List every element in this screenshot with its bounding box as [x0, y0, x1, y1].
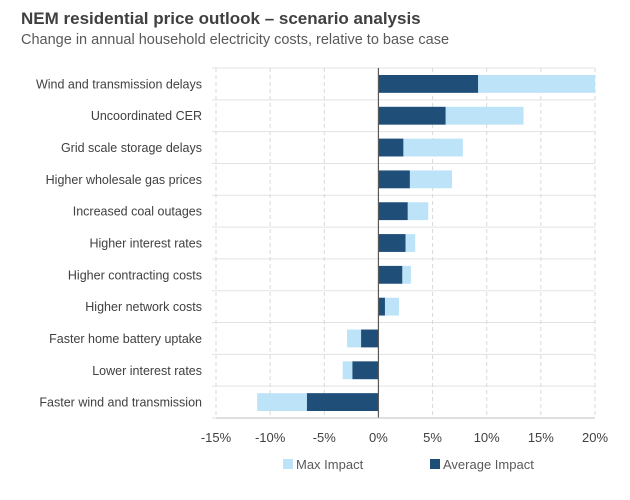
category-label: Faster home battery uptake: [49, 332, 202, 346]
legend-label-max-impact: Max Impact: [296, 457, 364, 472]
category-label: Higher wholesale gas prices: [46, 173, 202, 187]
bar-average-impact: [352, 361, 379, 380]
bar-average-impact: [361, 329, 379, 348]
bar-average-impact: [378, 234, 406, 252]
category-label: Faster wind and transmission: [39, 396, 202, 410]
x-tick-label: -10%: [255, 430, 286, 445]
chart-title: NEM residential price outlook – scenario…: [21, 9, 421, 28]
x-tick-label: 15%: [528, 430, 554, 445]
x-tick-label: -15%: [201, 430, 232, 445]
chart-subtitle: Change in annual household electricity c…: [21, 32, 450, 48]
category-label: Lower interest rates: [92, 364, 202, 378]
category-label: Wind and transmission delays: [36, 77, 202, 91]
bar-average-impact: [378, 265, 403, 284]
category-label: Higher interest rates: [89, 237, 202, 251]
x-tick-label: 0%: [369, 430, 388, 445]
legend-swatch-max-impact: [283, 459, 293, 469]
bar-average-impact: [378, 202, 408, 221]
bar-average-impact: [378, 75, 479, 93]
category-label: Higher contracting costs: [68, 268, 202, 282]
legend-swatch-average-impact: [430, 459, 440, 469]
legend-label-average-impact: Average Impact: [443, 457, 534, 472]
bar-average-impact: [378, 297, 385, 316]
x-tick-label: -5%: [313, 430, 337, 445]
bar-average-impact: [378, 138, 404, 157]
category-label: Higher network costs: [85, 300, 202, 314]
category-label: Grid scale storage delays: [61, 141, 202, 155]
bar-average-impact: [378, 106, 446, 125]
category-label: Uncoordinated CER: [91, 109, 202, 123]
category-label: Increased coal outages: [73, 205, 202, 219]
x-tick-label: 10%: [474, 430, 500, 445]
x-tick-label: 20%: [582, 430, 608, 445]
bar-average-impact: [378, 170, 410, 189]
x-tick-label: 5%: [423, 430, 442, 445]
bar-average-impact: [306, 393, 379, 411]
